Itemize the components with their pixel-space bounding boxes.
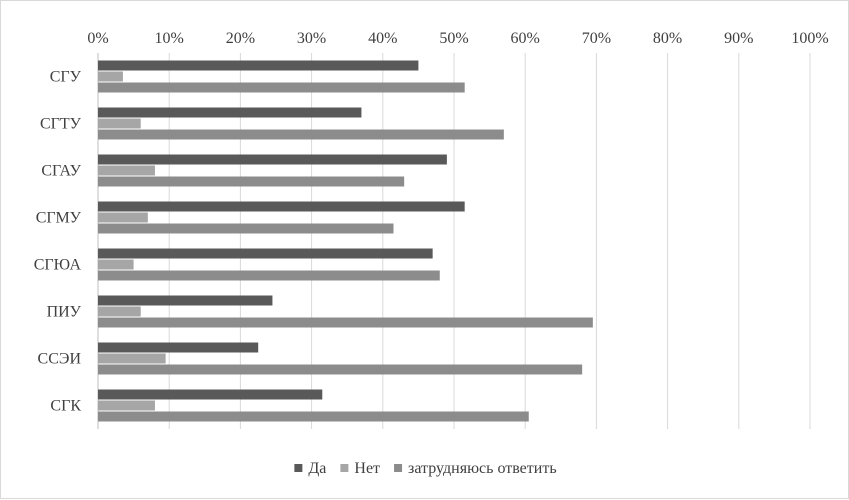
legend-item: Нет: [340, 460, 380, 477]
legend-item: Да: [294, 460, 326, 477]
legend-item: затрудняюсь ответить: [394, 460, 557, 477]
legend-swatch: [340, 464, 349, 472]
x-tick-label: 100%: [791, 30, 828, 47]
bar: [98, 270, 440, 281]
bar: [98, 342, 259, 353]
bar: [98, 389, 323, 400]
bar: [98, 306, 141, 317]
bar: [98, 259, 134, 270]
category-label: ССЭИ: [38, 351, 82, 368]
legend-label: затрудняюсь ответить: [408, 460, 557, 477]
bar: [98, 176, 405, 187]
bar: [98, 353, 166, 364]
category-label: СГК: [50, 398, 81, 415]
bar: [98, 317, 593, 328]
bar: [98, 295, 273, 306]
bar: [98, 154, 447, 165]
x-tick-label: 80%: [653, 30, 682, 47]
x-tick-label: 40%: [368, 30, 397, 47]
legend-label: Нет: [354, 460, 380, 477]
x-tick-label: 10%: [155, 30, 184, 47]
category-label: СГМУ: [36, 210, 82, 227]
category-label: СГАУ: [41, 163, 81, 180]
bar: [98, 411, 529, 422]
category-label: СГТУ: [40, 116, 82, 133]
legend-swatch: [394, 464, 403, 472]
x-tick-label: 50%: [439, 30, 468, 47]
category-label: ПИУ: [47, 304, 82, 321]
x-tick-label: 70%: [582, 30, 611, 47]
bar: [98, 201, 465, 212]
bar: [98, 60, 419, 71]
bar: [98, 400, 155, 411]
bar: [98, 248, 433, 259]
legend-swatch: [294, 464, 303, 472]
bar: [98, 129, 504, 140]
category-label: СГУ: [50, 69, 82, 86]
bar: [98, 107, 362, 118]
bar: [98, 212, 148, 223]
x-tick-label: 30%: [297, 30, 326, 47]
x-tick-label: 90%: [724, 30, 753, 47]
bar: [98, 118, 141, 129]
legend-label: Да: [308, 460, 326, 477]
bar: [98, 82, 465, 93]
category-label: СГЮА: [34, 257, 82, 274]
x-tick-label: 0%: [87, 30, 108, 47]
bar: [98, 165, 155, 176]
x-tick-label: 20%: [226, 30, 255, 47]
x-tick-label: 60%: [511, 30, 540, 47]
bar: [98, 223, 394, 234]
bar: [98, 71, 123, 82]
bar: [98, 364, 583, 375]
